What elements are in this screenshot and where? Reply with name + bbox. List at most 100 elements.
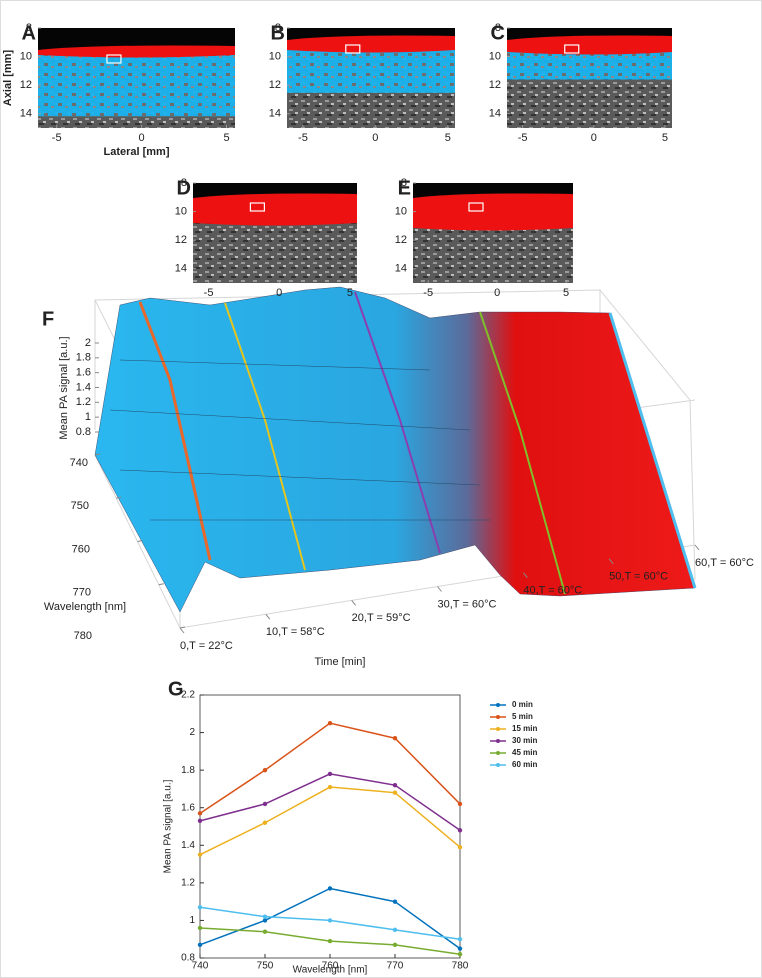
panel-label: D <box>177 177 191 199</box>
legend-label: 0 min <box>512 700 533 709</box>
legend-label: 45 min <box>512 748 537 757</box>
legend-label: 5 min <box>512 712 533 721</box>
data-point <box>392 790 398 795</box>
x-tick-label: -5 <box>423 287 433 299</box>
legend-marker <box>496 763 500 767</box>
x-tick-label: 30,T = 60°C <box>438 598 497 610</box>
x-tick <box>265 613 271 620</box>
legend-marker <box>496 739 500 743</box>
y-axis-label: Axial [mm] <box>2 50 14 107</box>
data-point <box>457 937 463 942</box>
panel-label: B <box>271 22 285 44</box>
x-tick-label: 0 <box>591 132 597 144</box>
data-point <box>197 818 203 824</box>
y-tick-label: 760 <box>72 543 90 555</box>
panel-label: E <box>398 177 411 199</box>
x-tick-label: 0 <box>494 287 500 299</box>
data-point <box>262 918 268 923</box>
series-line <box>199 722 461 814</box>
y-axis-label: Wavelength [nm] <box>44 601 126 613</box>
y-tick <box>94 453 101 456</box>
y-tick-label: 8 <box>495 22 501 34</box>
x-tick-label: 10,T = 58°C <box>266 626 325 638</box>
data-point <box>197 905 203 910</box>
data-point <box>262 767 268 773</box>
data-point <box>262 914 268 919</box>
data-point <box>197 811 203 816</box>
x-axis-label: Wavelength [nm] <box>293 965 368 976</box>
legend-label: 60 min <box>512 760 537 769</box>
panel-label: C <box>491 22 505 44</box>
data-point <box>262 820 268 825</box>
x-tick-label: 40,T = 60°C <box>523 585 582 597</box>
data-point <box>457 844 463 850</box>
y-tick-label: 1.2 <box>181 877 195 888</box>
data-point <box>457 828 463 833</box>
surface <box>94 286 697 613</box>
z-axis-label: Mean PA signal [a.u.] <box>58 336 70 439</box>
y-tick-label: 14 <box>175 263 187 275</box>
x-tick-label: 760 <box>322 961 339 972</box>
legend-label: 30 min <box>512 736 537 745</box>
y-tick-label: 1.6 <box>181 802 195 813</box>
us-image-blue <box>38 50 235 117</box>
x-axis-label: Lateral [mm] <box>103 146 169 158</box>
y-tick-label: 8 <box>275 22 281 34</box>
data-point <box>392 782 398 788</box>
y-tick-label: 1.8 <box>181 765 195 776</box>
legend-marker <box>496 751 500 755</box>
us-image-red <box>193 193 357 226</box>
x-tick-label: 780 <box>452 961 469 972</box>
legend-marker <box>496 703 500 707</box>
x-tick-label: 740 <box>192 961 209 972</box>
x-tick-label: -5 <box>204 287 214 299</box>
x-tick-label: -5 <box>518 132 528 144</box>
x-tick <box>179 627 185 634</box>
x-tick-label: 5 <box>347 287 353 299</box>
y-tick-label: 14 <box>489 108 501 120</box>
x-tick <box>522 572 528 578</box>
y-tick <box>158 583 164 586</box>
panel-label: A <box>22 22 36 44</box>
x-tick <box>437 586 442 592</box>
x-tick-label: 770 <box>387 961 404 972</box>
legend-marker <box>496 715 500 719</box>
x-tick-label: 0 <box>276 287 282 299</box>
data-point <box>327 784 333 790</box>
series-line <box>199 786 461 856</box>
data-point <box>327 938 333 944</box>
data-point <box>392 899 398 904</box>
data-point <box>457 952 463 957</box>
y-tick-label: 8 <box>401 177 407 189</box>
series-line <box>199 906 461 940</box>
y-tick-label: 8 <box>26 22 32 34</box>
series-line <box>199 773 461 831</box>
x-tick-label: 20,T = 59°C <box>352 612 411 624</box>
data-point <box>197 925 203 931</box>
y-tick-label: 1 <box>189 915 195 926</box>
y-tick-label: 2.2 <box>181 690 195 701</box>
x-tick-label: 0 <box>372 132 378 144</box>
z-tick-label: 1 <box>85 411 91 423</box>
x-tick <box>351 600 357 606</box>
roi-box <box>106 54 122 64</box>
y-tick-label: 12 <box>395 234 407 246</box>
data-point <box>262 929 268 934</box>
y-axis-label: Mean PA signal [a.u.] <box>163 779 174 873</box>
data-point <box>457 801 463 807</box>
legend-marker <box>496 727 500 731</box>
legend-label: 15 min <box>512 724 537 733</box>
data-point <box>262 801 268 807</box>
x-tick-label: 5 <box>662 132 668 144</box>
y-tick-label: 12 <box>489 79 501 91</box>
x-tick-label: 750 <box>257 961 274 972</box>
y-tick-label: 1.4 <box>181 840 195 851</box>
y-tick-label: 12 <box>269 79 281 91</box>
x-tick <box>608 558 614 565</box>
z-tick-label: 0.8 <box>76 426 91 438</box>
data-point <box>392 927 398 933</box>
y-tick-label: 14 <box>20 108 32 120</box>
data-point <box>327 720 333 726</box>
roi-box <box>468 202 484 212</box>
